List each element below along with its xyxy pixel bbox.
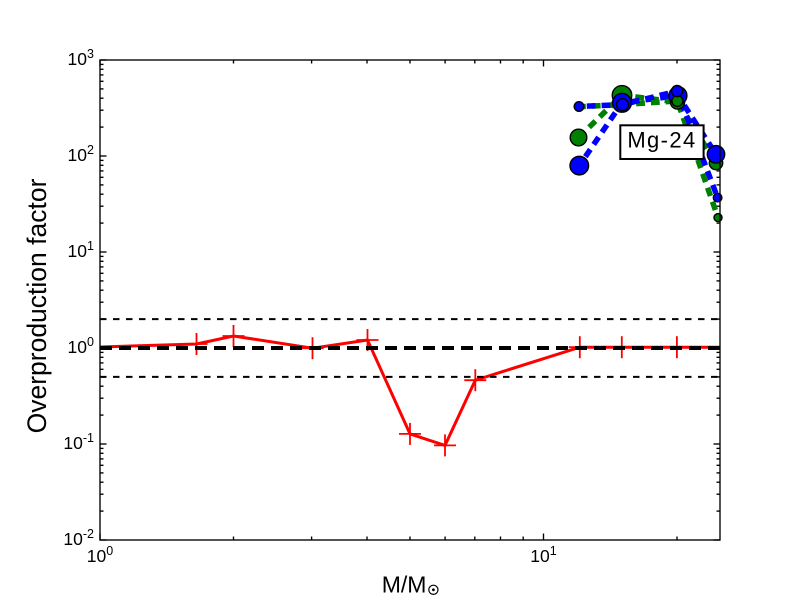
- svg-text:0: 0: [87, 335, 94, 349]
- svg-text:2: 2: [87, 143, 94, 157]
- svg-text:10: 10: [530, 546, 550, 566]
- svg-text:10: 10: [68, 241, 88, 261]
- svg-text:10: 10: [68, 49, 88, 69]
- svg-text:-2: -2: [83, 527, 94, 541]
- svg-text:3: 3: [87, 47, 94, 61]
- svg-text:1: 1: [87, 239, 94, 253]
- svg-text:10: 10: [68, 337, 88, 357]
- svg-text:-1: -1: [83, 431, 94, 445]
- svg-text:Overproduction factor: Overproduction factor: [22, 178, 52, 433]
- svg-text:0: 0: [106, 544, 113, 558]
- svg-text:Mg-24: Mg-24: [627, 128, 696, 153]
- svg-text:10: 10: [68, 145, 88, 165]
- svg-text:10: 10: [63, 529, 83, 549]
- svg-text:1: 1: [550, 544, 557, 558]
- svg-text:M/M: M/M: [382, 571, 427, 597]
- svg-text:10: 10: [63, 433, 83, 453]
- svg-text:10: 10: [87, 546, 107, 566]
